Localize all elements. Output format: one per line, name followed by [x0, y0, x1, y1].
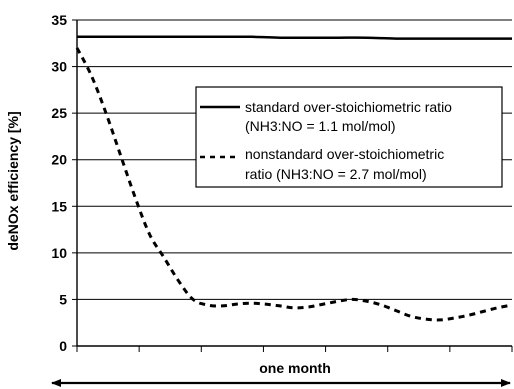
legend: standard over-stoichiometric ratio (NH3:… — [195, 86, 503, 188]
y-tick-label-20: 20 — [51, 152, 67, 168]
series-line-2 — [75, 47, 513, 322]
legend-label-series-1-line-2: (NH3:NO = 1.1 mol/mol) — [245, 118, 396, 134]
legend-label-series-2-line-2: ratio (NH3:NO = 2.7 mol/mol) — [245, 166, 427, 182]
series-line-1 — [76, 35, 513, 40]
y-axis-title: deNOx efficiency [%] — [5, 111, 21, 250]
y-tick-label-5: 5 — [59, 291, 67, 307]
x-axis-title: one month — [259, 360, 331, 376]
y-tick-label-25: 25 — [51, 105, 67, 121]
series-lines — [75, 35, 513, 322]
y-tick-label-35: 35 — [51, 12, 67, 28]
legend-label-series-2-line-1: nonstandard over-stoichiometric — [245, 146, 444, 162]
y-axis-tick-labels: 0 5 10 15 20 25 30 35 — [51, 12, 77, 354]
y-tick-label-10: 10 — [51, 245, 67, 261]
legend-label-series-1-line-1: standard over-stoichiometric ratio — [245, 99, 452, 115]
plot-frame — [76, 20, 512, 347]
legend-box — [195, 86, 503, 188]
y-tick-label-30: 30 — [51, 59, 67, 75]
x-axis-ticks — [76, 346, 513, 352]
y-tick-label-15: 15 — [51, 198, 67, 214]
y-tick-label-0: 0 — [59, 338, 67, 354]
